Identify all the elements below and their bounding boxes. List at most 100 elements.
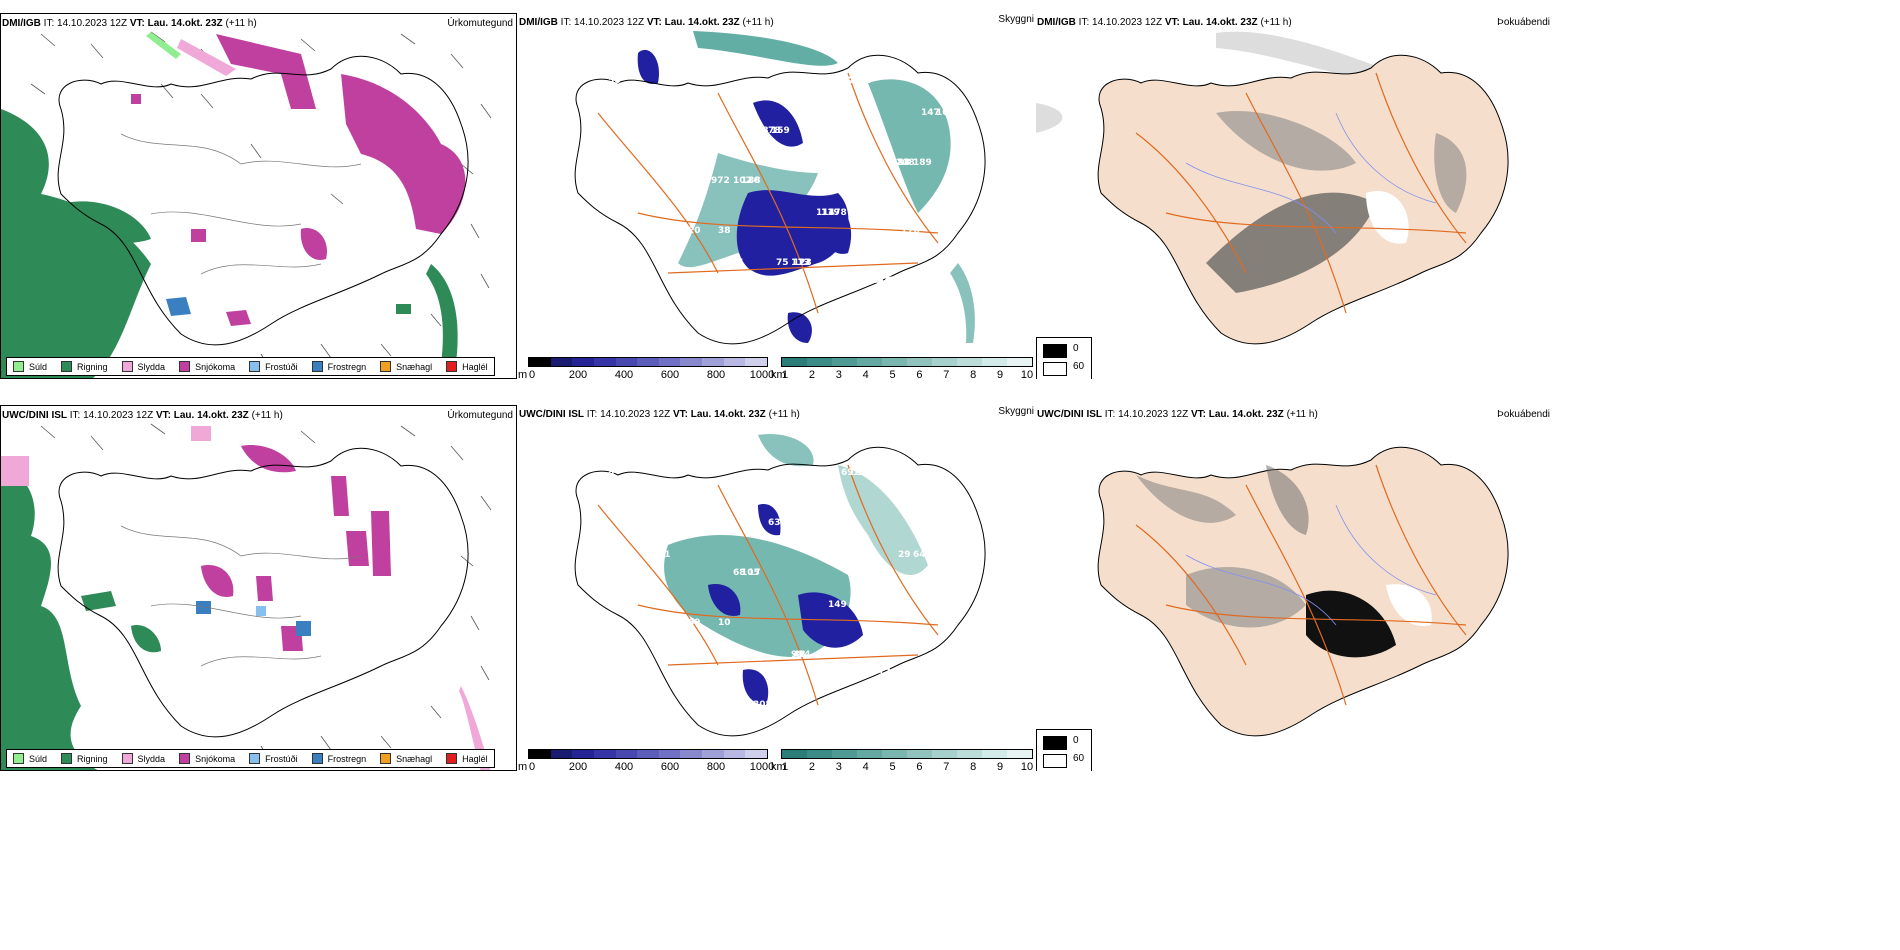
it-value: 14.10.2023 12Z	[600, 409, 671, 420]
vt-label: VT:	[155, 410, 171, 421]
legend-swatch	[61, 361, 73, 372]
cloud-base-value: 17	[748, 568, 761, 578]
freezing-rain-area	[296, 621, 311, 636]
cloud-base-value: 29	[836, 76, 849, 86]
vt-value: Lau. 14.okt. 23Z	[1182, 17, 1258, 28]
vt-value: Lau. 14.okt. 23Z	[690, 409, 766, 420]
cloud-base-value: 169	[683, 500, 702, 510]
legend-swatch	[121, 753, 133, 764]
fog-index-area	[1206, 192, 1376, 293]
cloud-base-value: 189	[913, 158, 932, 168]
rivers	[1185, 112, 1437, 234]
cloud-base-value: 125	[853, 468, 872, 478]
colorbar-segment	[932, 750, 957, 758]
snow-area	[131, 94, 141, 104]
colorbar-tick: 0	[528, 369, 536, 379]
model-name: UWC/DINI ISL	[519, 409, 584, 420]
colorbar-segment	[637, 750, 659, 758]
colorbar-tick: 5	[889, 369, 896, 379]
cloud-base-value: 55	[668, 500, 681, 510]
lead-time: (+11 h)	[251, 410, 283, 421]
legend-item: Frostregn	[311, 361, 366, 372]
rain-area	[426, 264, 458, 364]
colorbar-unit: km	[771, 369, 786, 379]
legend-item: Haglél	[446, 753, 488, 764]
colorbar-tick: 400	[614, 761, 634, 771]
colorbar-gradient	[528, 749, 768, 759]
fog-legend-label: 0	[1073, 343, 1079, 354]
legend-swatch	[121, 361, 133, 372]
it-label: IT:	[586, 409, 598, 420]
legend-item: Slydda	[121, 361, 165, 372]
colorbar-unit: m	[518, 369, 528, 379]
legend-swatch	[249, 753, 261, 764]
colorbar-segment	[637, 358, 659, 366]
colorbar-gradient	[781, 357, 1033, 367]
cloud-base-value: 183	[891, 158, 910, 168]
rain-area	[61, 201, 151, 243]
cloud-base-value: 46	[658, 158, 671, 168]
fog-panel-1: DMI/IGB IT: 14.10.2023 12Z VT: Lau. 14.o…	[1036, 13, 1556, 379]
colorbar-segment	[857, 750, 882, 758]
cloud-base-value: 109	[936, 108, 955, 118]
legend-label: Snæhagl	[396, 361, 433, 372]
legend-swatch	[61, 753, 73, 764]
colorbar-tick: 9	[997, 369, 1004, 379]
cloud-map-2: 8 81 10 117 114 39 77 169 17 14 123 29 160 52 63 149 176…	[574, 434, 986, 737]
fog-index-area	[1434, 133, 1467, 213]
cloud-base-value: 76	[648, 226, 661, 236]
legend-swatch	[13, 361, 24, 372]
fog-legend-label: 0	[1073, 735, 1079, 746]
snow-area	[216, 34, 316, 109]
legend-label: Haglél	[462, 361, 488, 372]
rain-area	[1, 109, 151, 378]
cloud-base-value: 149	[828, 600, 847, 610]
fog-legend-label: 60	[1073, 753, 1085, 764]
cloud-base-value: 38	[868, 208, 881, 218]
cloud-base-value: 98	[668, 108, 681, 118]
cloud-base-value: 108	[853, 76, 872, 86]
legend-item: Snjókoma	[179, 361, 235, 372]
colorbar-segment	[593, 358, 616, 366]
cloud-base-value: 27	[848, 76, 861, 86]
roads	[597, 72, 939, 314]
legend-swatch	[311, 361, 323, 372]
colorbar-tick: 8	[970, 761, 977, 771]
cloud-base-value: 30	[683, 108, 696, 118]
legend-swatch	[446, 361, 458, 372]
colorbar-tick: 3	[835, 761, 842, 771]
legend-swatch	[311, 753, 323, 764]
cloud-panel-2: 8 81 10 117 114 39 77 169 17 14 123 29 160 52 63 149 176…	[518, 405, 1035, 771]
colorbar-tick: 600	[660, 369, 680, 379]
lead-time: (+11 h)	[225, 18, 257, 29]
colorbar-segment	[807, 750, 832, 758]
colorbar-segment	[680, 358, 702, 366]
visibility-area	[758, 434, 814, 467]
cloud-base-value: 44	[818, 126, 831, 136]
snow-area	[191, 229, 206, 242]
legend-swatch	[446, 753, 458, 764]
model-name: UWC/DINI ISL	[2, 410, 67, 421]
iceland-outline	[574, 446, 986, 737]
colorbar-tick: 1	[781, 369, 789, 379]
roads	[1135, 464, 1467, 706]
cloud-base-value: 29	[898, 550, 911, 560]
colorbar-segment	[550, 750, 573, 758]
sleet-area	[191, 426, 211, 441]
it-value: 14.10.2023 12Z	[83, 410, 154, 421]
cloud-base-value: 78	[768, 126, 781, 136]
fog-index-area	[1306, 590, 1396, 658]
vt-label: VT:	[1164, 17, 1180, 28]
roads	[120, 133, 362, 275]
colorbar-tick: 7	[943, 761, 950, 771]
cloud-base-value: 10	[718, 618, 731, 628]
legend-item: Haglél	[446, 361, 488, 372]
snow-area	[331, 476, 349, 516]
colorbar-tick: 3	[835, 369, 842, 379]
cloud-base-colorbar: m 0 200 400 600 800 1000	[518, 749, 774, 771]
cloud-base-value: 173	[876, 276, 895, 286]
colorbar-segment	[782, 358, 807, 366]
precip-map-2	[1, 423, 492, 770]
legend-label: Snæhagl	[396, 753, 433, 764]
legend-item: Frostregn	[311, 753, 366, 764]
